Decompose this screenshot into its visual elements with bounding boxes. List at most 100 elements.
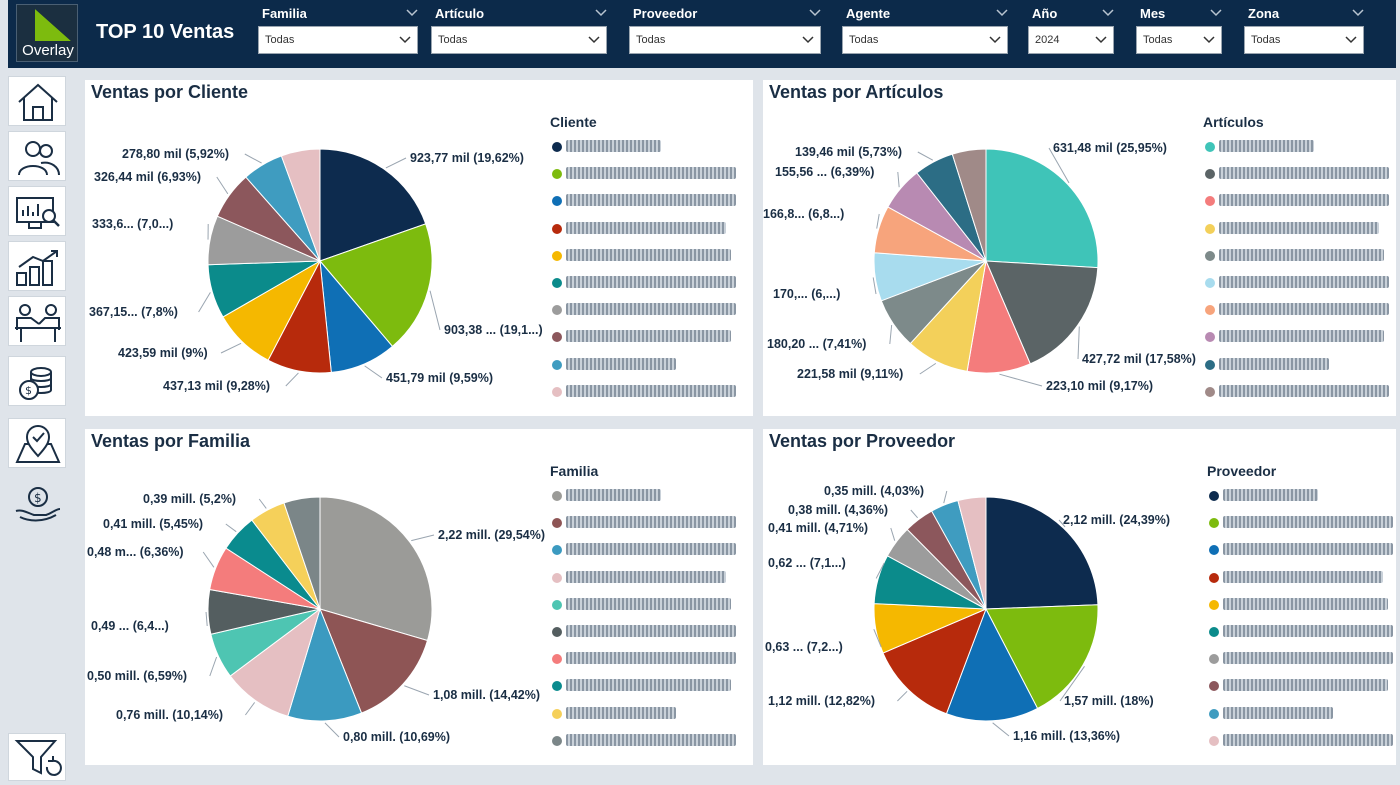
legend-item[interactable] bbox=[1209, 597, 1389, 612]
legend-item[interactable] bbox=[552, 679, 732, 693]
legend-label-redacted bbox=[566, 194, 736, 207]
legend-swatch bbox=[1209, 572, 1219, 583]
legend-swatch bbox=[1209, 681, 1219, 692]
legend-item[interactable] bbox=[552, 516, 736, 530]
legend-swatch bbox=[552, 735, 562, 746]
chart-title: Ventas por Familia bbox=[91, 431, 251, 451]
legend-item[interactable] bbox=[1209, 733, 1393, 748]
home-icon[interactable] bbox=[8, 76, 66, 126]
collapse-chevron-icon[interactable] bbox=[1102, 8, 1114, 18]
legend-item[interactable] bbox=[1205, 221, 1385, 236]
legend-item[interactable] bbox=[552, 706, 732, 721]
legend-item[interactable] bbox=[552, 384, 736, 399]
legend-item[interactable] bbox=[552, 733, 736, 748]
legend-label-redacted bbox=[1223, 625, 1393, 637]
filter-4[interactable]: Agente Todas bbox=[842, 6, 1008, 54]
legend-swatch bbox=[1205, 169, 1215, 180]
collapse-chevron-icon[interactable] bbox=[1210, 8, 1222, 18]
filter-select[interactable]: Todas bbox=[258, 26, 418, 54]
legend-label-redacted bbox=[1219, 330, 1384, 343]
filter-select[interactable]: Todas bbox=[1244, 26, 1364, 54]
legend-item[interactable] bbox=[1205, 276, 1389, 290]
filter-5[interactable]: Año 2024 bbox=[1028, 6, 1114, 54]
legend-item[interactable] bbox=[552, 167, 736, 181]
legend-item[interactable] bbox=[1205, 140, 1385, 154]
legend-item[interactable] bbox=[552, 194, 736, 208]
filter-label-text: Mes bbox=[1140, 6, 1166, 21]
legend-item[interactable] bbox=[552, 543, 736, 557]
legend-item[interactable] bbox=[552, 625, 736, 639]
legend-swatch bbox=[1205, 142, 1215, 152]
legend-item[interactable] bbox=[552, 597, 732, 612]
collapse-chevron-icon[interactable] bbox=[406, 8, 418, 18]
legend-swatch bbox=[1209, 545, 1219, 556]
filter-3[interactable]: Proveedor Todas bbox=[629, 6, 821, 54]
filter-6[interactable]: Mes Todas bbox=[1136, 6, 1222, 54]
legend-item[interactable] bbox=[1205, 384, 1389, 399]
filter-select[interactable]: Todas bbox=[842, 26, 1008, 54]
filter-select[interactable]: Todas bbox=[1136, 26, 1222, 54]
legend-item[interactable] bbox=[1209, 625, 1393, 639]
legend-item[interactable] bbox=[552, 489, 732, 503]
legend-item[interactable] bbox=[1205, 167, 1389, 181]
legend-item[interactable] bbox=[1209, 489, 1389, 503]
collapse-chevron-icon[interactable] bbox=[809, 8, 821, 18]
filter-label: Proveedor bbox=[629, 6, 821, 26]
legend-label-redacted bbox=[566, 625, 736, 637]
money-hand-icon[interactable]: $ bbox=[8, 480, 66, 530]
svg-text:$: $ bbox=[34, 491, 42, 505]
legend-label-redacted bbox=[566, 733, 736, 746]
meeting-icon[interactable] bbox=[8, 296, 66, 346]
filter-7[interactable]: Zona Todas bbox=[1244, 6, 1364, 54]
filter-select[interactable]: Todas bbox=[629, 26, 821, 54]
legend-swatch bbox=[552, 572, 562, 583]
filter-select[interactable]: Todas bbox=[431, 26, 607, 54]
legend-item[interactable] bbox=[552, 276, 736, 290]
users-icon[interactable] bbox=[8, 131, 66, 181]
legend-item[interactable] bbox=[1209, 679, 1389, 693]
legend-label-redacted bbox=[1219, 248, 1384, 261]
legend-item[interactable] bbox=[1209, 706, 1389, 721]
map-check-icon[interactable] bbox=[8, 418, 66, 468]
filter-label-text: Familia bbox=[262, 6, 307, 21]
legend-swatch bbox=[552, 681, 562, 692]
legend-item[interactable] bbox=[1205, 303, 1389, 317]
legend-item[interactable] bbox=[1205, 357, 1385, 372]
legend-item[interactable] bbox=[1209, 543, 1393, 557]
legend-item[interactable] bbox=[1205, 248, 1385, 263]
legend-label-redacted bbox=[1219, 140, 1314, 152]
legend-item[interactable] bbox=[1205, 194, 1389, 208]
legend-title: Cliente bbox=[550, 114, 597, 130]
chart-panel-4: Ventas por Proveedor Proveedor bbox=[763, 429, 1396, 765]
legend-item[interactable] bbox=[552, 357, 732, 372]
legend-item[interactable] bbox=[552, 248, 732, 263]
coins-icon[interactable]: $ bbox=[8, 356, 66, 406]
collapse-chevron-icon[interactable] bbox=[1352, 8, 1364, 18]
legend-item[interactable] bbox=[1209, 570, 1389, 585]
legend-item[interactable] bbox=[552, 330, 732, 344]
legend-item[interactable] bbox=[552, 652, 736, 666]
legend-item[interactable] bbox=[1209, 652, 1393, 666]
filter-reset-icon[interactable] bbox=[8, 733, 66, 781]
legend-item[interactable] bbox=[552, 221, 732, 236]
collapse-chevron-icon[interactable] bbox=[996, 8, 1008, 18]
filter-value: Todas bbox=[265, 34, 295, 46]
filter-select[interactable]: 2024 bbox=[1028, 26, 1114, 54]
legend-item[interactable] bbox=[552, 140, 732, 154]
legend-item[interactable] bbox=[552, 570, 732, 585]
filter-2[interactable]: Artículo Todas bbox=[431, 6, 607, 54]
growth-chart-icon[interactable] bbox=[8, 241, 66, 291]
legend-swatch bbox=[552, 654, 562, 665]
filter-1[interactable]: Familia Todas bbox=[258, 6, 418, 54]
legend-item[interactable] bbox=[1205, 330, 1385, 344]
legend-swatch bbox=[552, 359, 562, 370]
legend-item[interactable] bbox=[552, 303, 736, 317]
chevron-down-icon bbox=[1095, 36, 1107, 44]
legend-item[interactable] bbox=[1209, 516, 1393, 530]
monitor-chart-icon[interactable] bbox=[8, 186, 66, 236]
collapse-chevron-icon[interactable] bbox=[595, 8, 607, 18]
chart-panel-3: Ventas por Familia Familia bbox=[85, 429, 753, 765]
legend-swatch bbox=[1205, 305, 1215, 316]
filter-label: Mes bbox=[1136, 6, 1222, 26]
filter-value: Todas bbox=[1143, 34, 1173, 46]
